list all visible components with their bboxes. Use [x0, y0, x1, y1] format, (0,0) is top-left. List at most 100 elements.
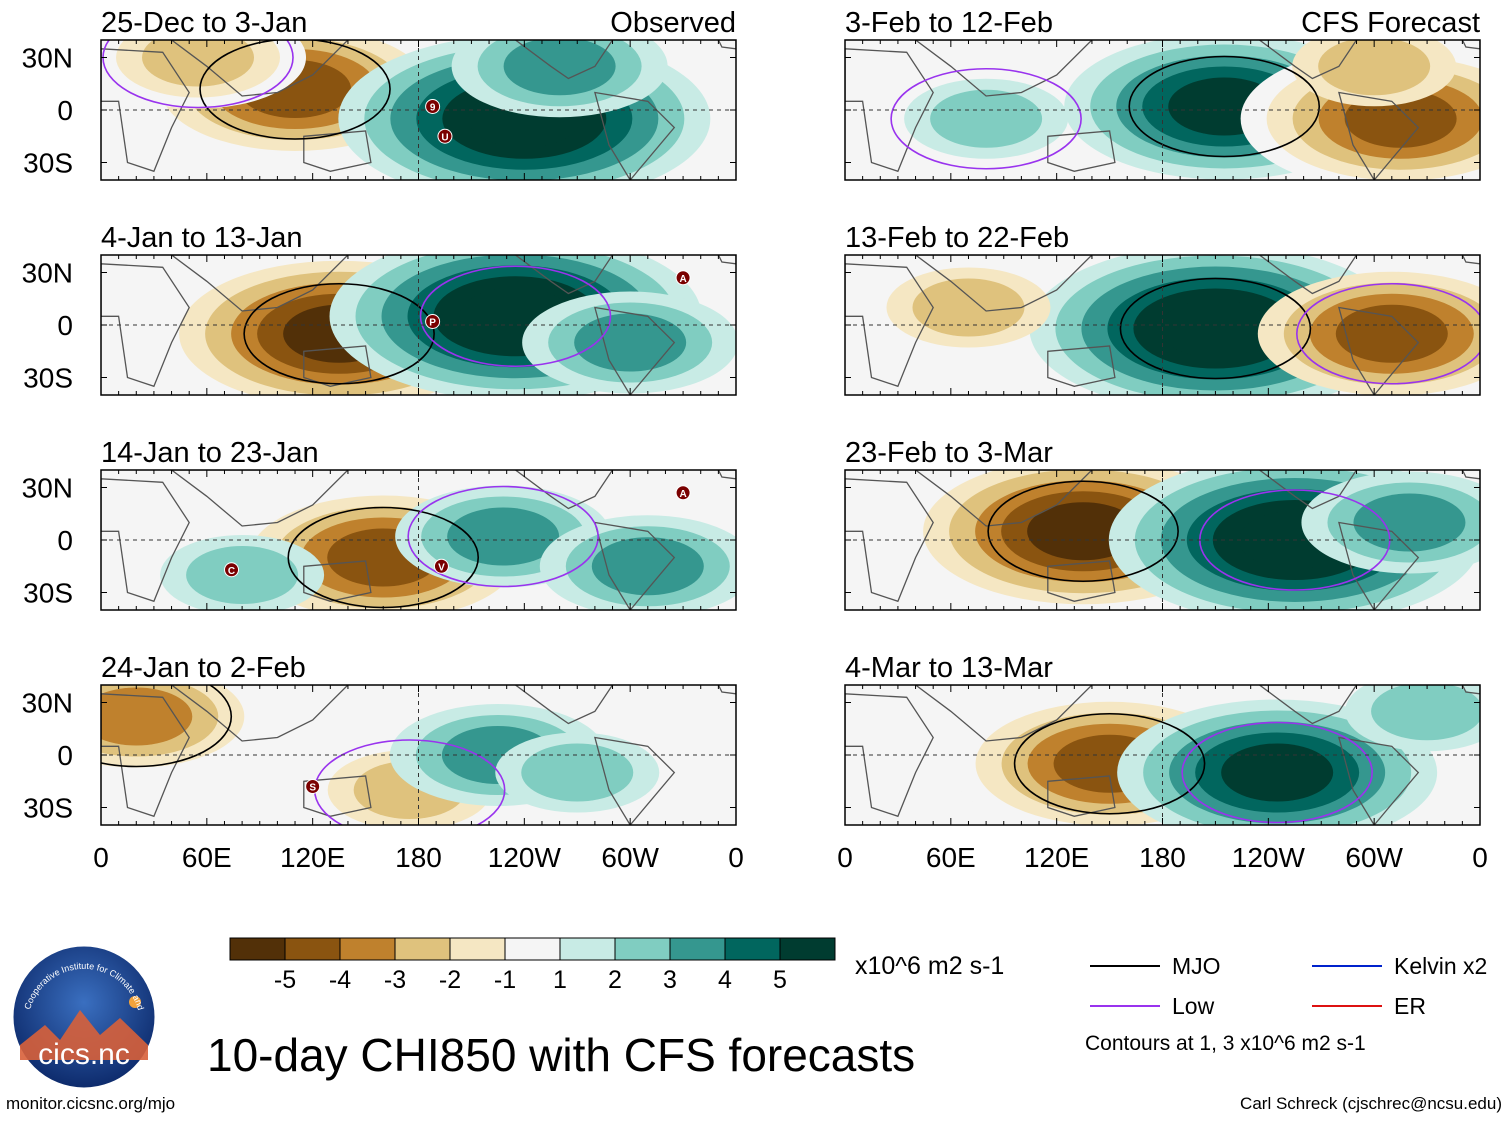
anomaly-contour-fill [930, 89, 1043, 148]
coastline [170, 255, 349, 312]
coastline [1258, 470, 1358, 510]
colorbar-swatch [669, 937, 726, 961]
logo-wordmark: cics.nc [38, 1038, 130, 1071]
coastline [914, 685, 1093, 742]
map-panel: 3-Feb to 12-Feb CFS Forecast [844, 7, 1481, 181]
lon-tick-label: 60E [926, 842, 976, 873]
colorbar-tick-label: 2 [608, 966, 622, 994]
coastline [1338, 306, 1420, 395]
panel-period-title: 25-Dec to 3-Jan [101, 7, 307, 39]
mjo-contour [199, 40, 391, 140]
colorbar-tick-label: 1 [553, 966, 567, 994]
anomaly-contour-fill [521, 743, 634, 802]
anomaly-contour-fill [1318, 40, 1431, 96]
colorbar-swatch [614, 937, 671, 961]
colorbar-tick-label: 3 [663, 966, 677, 994]
lon-tick-label: 180 [1139, 842, 1186, 873]
storm-marker-label: P [429, 318, 436, 329]
coastline [914, 255, 1093, 312]
coastline [1338, 521, 1420, 610]
coastline [717, 470, 736, 480]
coastline [594, 306, 676, 395]
lon-tick-label: 120E [1024, 842, 1089, 873]
coastline [1047, 560, 1116, 602]
lon-tick-label: 60W [1345, 842, 1403, 873]
coastline [101, 478, 190, 603]
lon-tick-label: 0 [1472, 842, 1488, 873]
storm-marker [437, 128, 453, 144]
lat-tick-label: 30N [22, 688, 73, 719]
storm-marker [305, 779, 321, 794]
lat-tick-label: 0 [57, 310, 73, 341]
colorbar-swatch [394, 937, 451, 961]
coastline [845, 48, 934, 173]
coastline [101, 263, 190, 388]
figure-title: 10-day CHI850 with CFS forecasts [207, 1029, 916, 1081]
legend-label: ER [1394, 993, 1426, 1019]
panel-period-title: 23-Feb to 3-Mar [845, 437, 1053, 469]
map-panel: C V A 14-Jan to 23-Jan [100, 437, 737, 611]
storm-marker-label: S [309, 783, 316, 794]
forecast-label: CFS Forecast [1301, 7, 1480, 39]
lon-tick-label: 60W [601, 842, 659, 873]
storm-marker-label: A [679, 274, 686, 285]
storm-marker-label: V [438, 562, 445, 573]
coastline [303, 130, 372, 172]
coastline [1338, 736, 1420, 825]
anomaly-contour-fill [912, 278, 1025, 337]
lat-tick-label: 30N [22, 43, 73, 74]
panel-period-title: 13-Feb to 22-Feb [845, 222, 1069, 254]
lon-tick-label: 60E [182, 842, 232, 873]
storm-marker-label: C [228, 566, 235, 577]
lat-tick-label: 30S [23, 148, 73, 179]
coastline [170, 685, 349, 742]
map-panel: 23-Feb to 3-Mar [844, 437, 1481, 611]
coastline [914, 40, 1093, 97]
legend-label: Low [1172, 993, 1215, 1019]
coastline [303, 775, 372, 817]
coastline [1461, 255, 1480, 265]
lon-tick-label: 0 [93, 842, 109, 873]
lat-tick-label: 30S [23, 793, 73, 824]
anomaly-contour-fill [503, 40, 616, 96]
observed-label: Observed [610, 7, 736, 39]
contour-note: Contours at 1, 3 x10^6 m2 s-1 [1085, 1032, 1366, 1055]
coastline [303, 560, 372, 602]
low-contour [407, 485, 599, 588]
legend-label: MJO [1172, 953, 1221, 979]
anomaly-contour-fill [1159, 299, 1272, 358]
coastline [514, 685, 614, 725]
contour-legend: MJO Kelvin x2 Low ER [1090, 953, 1487, 1019]
map-panel: S 24-Jan to 2-Feb [100, 652, 737, 826]
colorbar-swatch [284, 937, 341, 961]
colorbar-tick-label: -2 [439, 966, 461, 994]
mjo-contour [1128, 55, 1321, 158]
storm-marker [675, 270, 691, 286]
anomaly-contour-fill [1353, 493, 1466, 552]
anomaly-contour-fill [186, 546, 299, 604]
lon-tick-label: 120W [1232, 842, 1306, 873]
storm-marker-label: 9 [430, 103, 436, 114]
coastline [101, 48, 190, 173]
coastline [845, 263, 934, 388]
coastline [1047, 345, 1116, 387]
lat-tick-label: 0 [57, 740, 73, 771]
colorbar-tick-label: 5 [773, 966, 787, 994]
footer-url[interactable]: monitor.cicsnc.org/mjo [6, 1094, 176, 1113]
panel-period-title: 4-Jan to 13-Jan [101, 222, 303, 254]
coastline [717, 40, 736, 50]
anomaly-contour-fill [447, 507, 560, 566]
colorbar-swatch [229, 937, 286, 961]
lat-tick-label: 30S [23, 363, 73, 394]
coastline [914, 470, 1093, 527]
anomaly-contour-fill [101, 687, 193, 746]
anomaly-contour-fill [591, 537, 704, 596]
low-contour [890, 67, 1082, 170]
colorbar-swatch [779, 937, 836, 961]
panel-period-title: 24-Jan to 2-Feb [101, 652, 306, 684]
panel-period-title: 14-Jan to 23-Jan [101, 437, 319, 469]
mjo-contour [101, 685, 233, 768]
anomaly-contour-fill [1371, 685, 1480, 741]
colorbar-swatch [339, 937, 396, 961]
